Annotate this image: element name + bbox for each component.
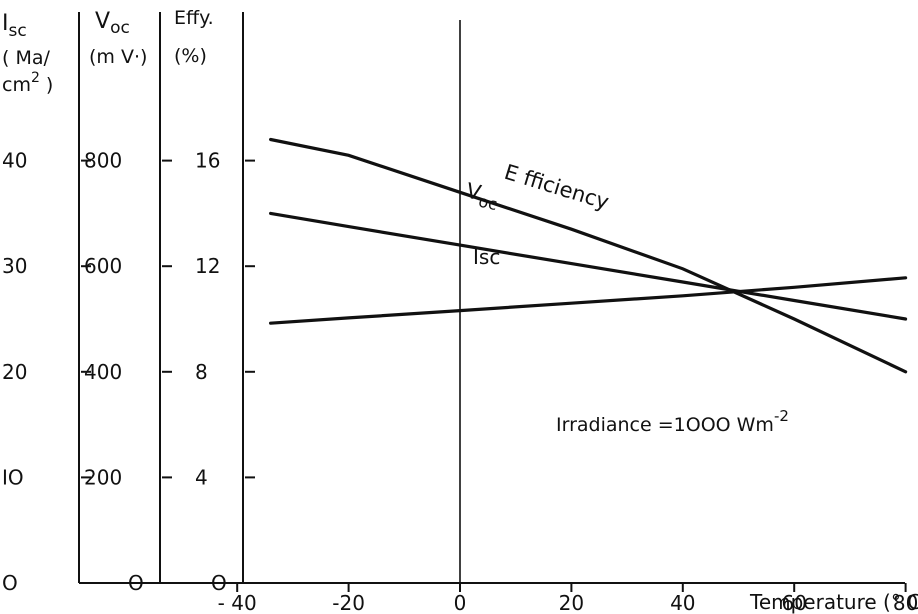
isc-line — [271, 278, 906, 323]
effy-axis-header: Effy. — [174, 7, 214, 29]
isc-tick-label: O — [2, 571, 18, 595]
voc-tick-label: 400 — [84, 360, 122, 384]
efficiency-line — [271, 140, 906, 372]
isc-axis-unit-line2: cm2 ) — [2, 70, 53, 96]
effy-tick-label: 4 — [195, 465, 208, 489]
isc-tick-label: IO — [2, 465, 24, 489]
x-tick-label: 20 — [559, 591, 584, 614]
voc-tick-label: O — [128, 571, 144, 595]
isc-tick-label: 40 — [2, 149, 27, 173]
effy-tick-label: 12 — [195, 254, 220, 278]
voc-axis-header-sub: oc — [110, 18, 130, 38]
x-tick-label: - 40 — [218, 591, 257, 614]
isc-axis-header-sub: sc — [9, 21, 27, 41]
isc-axis-unit-close: ) — [40, 74, 53, 96]
isc-axis-unit-line1: ( Ma/ — [2, 47, 50, 69]
voc-axis-header-main: Voc — [95, 9, 130, 38]
x-tick-label: 80 — [893, 591, 918, 614]
x-tick-label: 0 — [454, 591, 467, 614]
irradiance-annotation: Irradiance =1OOO Wm-2 — [556, 407, 789, 436]
effy-axis-unit: (%) — [174, 45, 207, 67]
x-tick-label: 40 — [670, 591, 695, 614]
series-label-efficiency: E fficiency — [502, 160, 612, 214]
voc-tick-label: 600 — [84, 254, 122, 278]
x-tick-label: -20 — [332, 591, 365, 614]
isc-axis-header-main: Isc — [2, 11, 27, 41]
isc-axis-unit-sup: 2 — [31, 70, 40, 86]
voc-tick-label: 800 — [84, 149, 122, 173]
isc-tick-label: 20 — [2, 360, 27, 384]
voc-axis-unit: (m V·) — [89, 46, 147, 68]
effy-tick-label: 8 — [195, 360, 208, 384]
irradiance-annotation-sup: -2 — [774, 407, 789, 425]
isc-tick-label: 30 — [2, 254, 27, 278]
effy-tick-label: 16 — [195, 149, 220, 173]
x-tick-label: 60 — [781, 591, 806, 614]
voc-tick-label: 200 — [84, 465, 122, 489]
